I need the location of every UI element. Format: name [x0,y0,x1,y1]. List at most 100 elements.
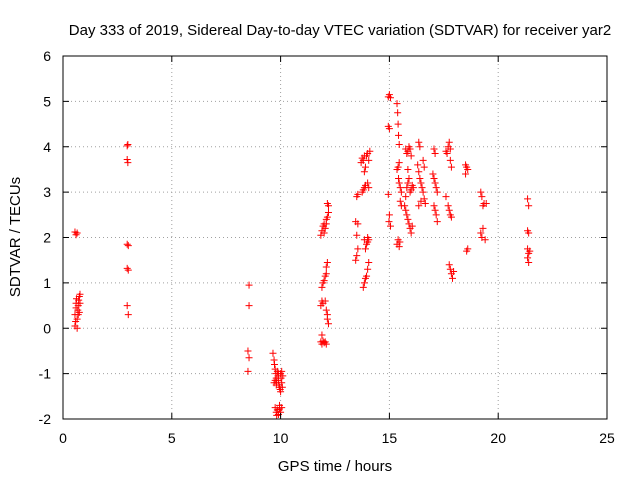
y-axis-label: SDTVAR / TECUs [7,177,24,297]
data-point [394,120,402,128]
data-point [430,175,438,183]
data-point [278,367,286,375]
data-point [396,197,404,205]
data-point [360,168,368,176]
data-point [464,245,472,253]
x-axis-label: GPS time / hours [278,458,392,475]
data-point [123,155,131,163]
data-point [450,268,458,276]
data-point [124,140,132,148]
data-point [245,302,253,310]
data-point [415,168,423,176]
data-point [364,234,372,241]
data-point [524,195,532,203]
y-tick-label: -2 [39,411,52,427]
data-point [72,231,80,239]
data-point [404,165,412,173]
data-point [244,367,252,375]
data-point [365,258,373,266]
data-point [416,143,424,151]
data-point [320,220,328,228]
data-point [405,175,413,183]
y-tick-label: 4 [43,139,51,155]
data-point [354,190,362,198]
data-point [361,245,369,253]
data-point [446,145,454,153]
data-point [525,229,533,237]
data-point [464,165,472,173]
x-tick-label: 25 [599,430,615,446]
data-point [365,156,373,164]
data-point [443,150,451,158]
data-point [445,138,453,146]
data-point [124,311,132,319]
data-point [124,159,132,167]
data-point [276,401,284,409]
data-point [395,140,403,148]
y-tick-label: 1 [43,275,51,291]
data-point [395,243,403,251]
data-point [123,302,131,310]
data-point [279,372,287,380]
data-point [278,383,286,391]
data-point [124,266,132,274]
data-point [407,229,415,237]
data-point [318,283,326,291]
data-point [430,145,438,153]
data-point [321,224,329,232]
data-point [444,202,452,210]
data-point [402,206,410,214]
data-point [462,170,470,178]
data-point [415,202,423,210]
x-tick-label: 5 [168,430,176,446]
x-tick-label: 10 [273,430,289,446]
data-point [73,324,81,332]
data-point [386,94,394,102]
data-point [124,242,132,250]
data-point [417,179,425,187]
data-point [359,283,367,291]
data-point [403,184,411,192]
data-point [525,258,533,266]
data-point [385,218,393,226]
data-point [385,91,393,99]
grid-layer [63,56,607,419]
data-point [432,211,440,219]
data-point [394,109,402,117]
data-point [386,222,394,230]
data-point [407,152,415,160]
data-point [277,388,285,396]
data-point [445,261,453,269]
data-point [526,247,534,255]
data-point [446,156,454,164]
data-point [353,252,361,260]
data-point [442,193,450,201]
data-point [353,231,361,239]
data-point [433,218,441,226]
data-point [393,100,401,108]
y-tick-label: 6 [43,48,51,64]
data-point [414,161,422,169]
data-point [322,306,330,314]
data-point [320,277,328,285]
data-point [363,272,371,280]
data-point [431,150,439,158]
data-point [318,331,326,339]
data-point [417,197,425,205]
data-point [352,218,360,226]
data-point [322,215,330,223]
data-point [76,299,84,307]
data-point [524,254,532,262]
data-point [354,245,362,253]
data-point [366,147,374,155]
x-tick-label: 0 [59,430,67,446]
data-point [416,175,424,183]
data-point [123,264,131,272]
data-point [415,138,423,146]
data-point [269,349,277,357]
data-point [364,179,372,187]
chart-title: Day 333 of 2019, Sidereal Day-to-day VTE… [69,22,611,39]
data-point [385,211,393,219]
y-tick-label: 2 [43,230,51,246]
data-point [278,379,286,387]
